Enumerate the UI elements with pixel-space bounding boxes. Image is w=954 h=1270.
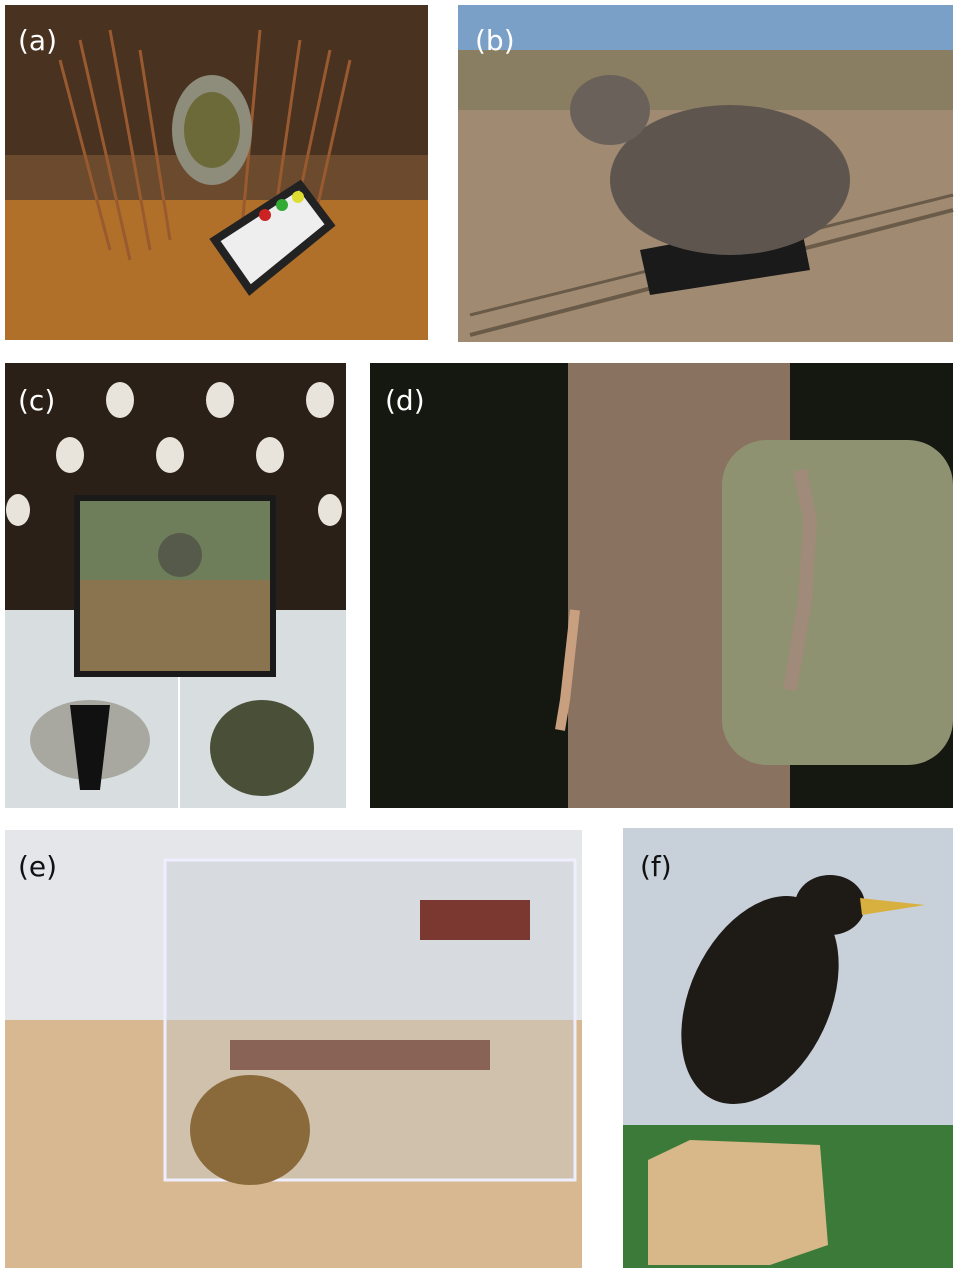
panel-b: (b) — [458, 5, 953, 342]
panel-d: (d) — [370, 363, 953, 808]
led — [276, 199, 288, 211]
panel-label: (c) — [18, 384, 55, 417]
grouse-body — [610, 105, 850, 255]
panel-label: (b) — [475, 24, 515, 57]
figure: (a) (b) (c) (d) — [0, 0, 954, 1270]
starling-head — [795, 875, 865, 935]
panel-f: (f) — [623, 828, 953, 1268]
panel-e: (e) — [5, 830, 582, 1268]
grouse-head — [570, 75, 650, 145]
led — [292, 191, 304, 203]
robot-body — [184, 92, 240, 168]
green-sac — [210, 700, 314, 796]
speaker-box — [722, 440, 953, 765]
vocal-sac — [158, 533, 202, 577]
panel-label: (d) — [385, 384, 425, 417]
quail — [190, 1075, 310, 1185]
sky — [458, 5, 953, 50]
panel-c: (c) — [5, 363, 346, 808]
inset-ground — [80, 580, 270, 671]
divider — [178, 677, 180, 808]
circuit-board — [230, 1040, 490, 1070]
panel-a: (a) — [5, 5, 428, 340]
leaves — [5, 200, 428, 340]
panel-label: (f) — [640, 850, 672, 883]
led — [259, 209, 271, 221]
panel-label: (e) — [18, 850, 57, 883]
wood-block — [648, 1140, 828, 1265]
electronics — [420, 900, 530, 940]
sagebrush — [458, 50, 953, 110]
panel-label: (a) — [18, 24, 57, 57]
